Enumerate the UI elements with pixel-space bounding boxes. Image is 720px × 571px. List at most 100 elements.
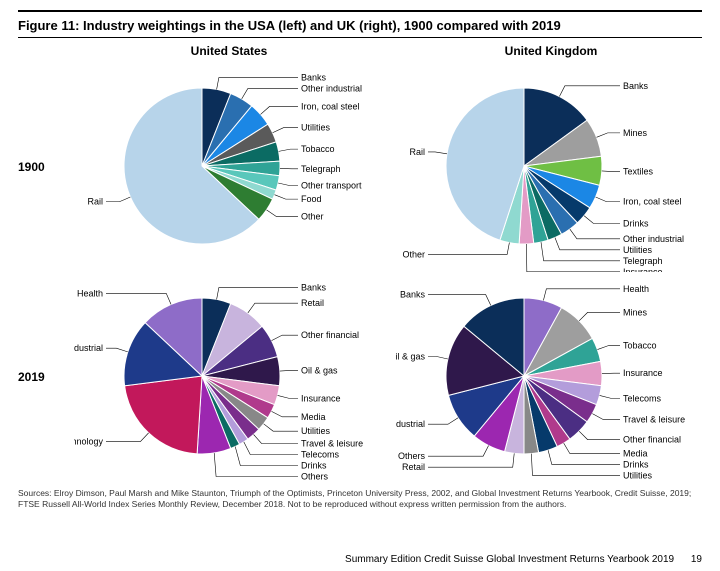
slice-label: Tobacco	[301, 144, 335, 154]
slice-label: Media	[623, 448, 648, 458]
leader-line	[271, 335, 298, 340]
leader-line	[526, 244, 620, 272]
leader-line	[428, 418, 458, 424]
slice-label: Travel & leisure	[301, 439, 363, 449]
leader-line	[559, 86, 620, 97]
slice-label: Other industrial	[74, 343, 103, 353]
pie-us-1900: BanksOther industrial Iron, coal steel Uti…	[74, 62, 384, 272]
leader-line	[242, 89, 298, 99]
leader-line	[579, 431, 620, 439]
slice-label: Mines	[623, 128, 648, 138]
slice-label: Mines	[623, 307, 648, 317]
leader-line	[273, 128, 298, 133]
sources-text: Sources: Elroy Dimson, Paul Marsh and Mi…	[18, 488, 702, 509]
leader-line	[275, 195, 298, 199]
leader-line	[278, 395, 298, 398]
leader-line	[428, 152, 447, 154]
leader-line	[264, 424, 298, 431]
slice-label: Health	[77, 288, 103, 298]
leader-line	[106, 348, 128, 352]
leader-line	[428, 356, 448, 359]
leader-line	[579, 312, 620, 320]
col-header-us: United States	[74, 44, 384, 62]
slice-label: Technology	[74, 437, 103, 447]
pie-uk-1900: BanksMinesTextilesIron, coal steelDrinks…	[396, 62, 706, 272]
leader-line	[254, 435, 298, 444]
leader-line	[217, 78, 298, 90]
leader-line	[214, 453, 298, 476]
leader-line	[584, 216, 620, 224]
slice-label: Telecoms	[301, 450, 340, 460]
pie-us-2019: BanksRetailOther financialOil & gasInsur…	[74, 272, 384, 482]
slice-label: Textiles	[623, 167, 654, 177]
slice-label: Other industrial	[396, 419, 425, 429]
leader-line	[106, 293, 171, 304]
leader-line	[235, 447, 298, 466]
grid-spacer	[18, 44, 62, 62]
slice-label: Rail	[87, 197, 103, 207]
figure-page: Figure 11: Industry weightings in the US…	[0, 0, 720, 571]
leader-line	[278, 183, 298, 186]
slice-label: Other industrial	[301, 84, 362, 94]
slice-label: Drinks	[623, 459, 649, 469]
slice-label: Utilities	[623, 470, 653, 480]
slice-label: Others	[301, 472, 329, 482]
slice-label: Rail	[409, 147, 425, 157]
leader-line	[279, 149, 298, 151]
title-underline	[18, 37, 702, 38]
leader-line	[596, 197, 620, 202]
leader-line	[543, 289, 620, 301]
col-header-uk: United Kingdom	[396, 44, 706, 62]
leader-line	[564, 443, 620, 453]
slice-label: Tobacco	[623, 341, 657, 351]
slice-label: Food	[301, 194, 322, 204]
slice-label: Insurance	[301, 393, 341, 403]
slice-label: Oil & gas	[301, 365, 338, 375]
slice-label: Drinks	[301, 461, 327, 471]
leader-line	[570, 229, 620, 239]
top-rule	[18, 10, 702, 12]
leader-line	[106, 433, 149, 442]
leader-line	[217, 288, 298, 300]
slice-label: Banks	[623, 81, 649, 91]
slice-label: Banks	[400, 290, 426, 300]
row-label-1900: 1900	[18, 160, 62, 174]
slice-label: Utilities	[301, 426, 331, 436]
leader-line	[428, 243, 509, 255]
leader-line	[248, 303, 298, 313]
slice-label: Health	[623, 284, 649, 294]
leader-line	[541, 242, 620, 261]
slice-label: Other industrial	[623, 234, 684, 244]
row-label-2019: 2019	[18, 370, 62, 384]
slice-label: Utilities	[623, 245, 653, 255]
slice-label: Other	[402, 249, 425, 259]
slice-label: Banks	[301, 283, 327, 293]
slice-label: Other	[301, 212, 324, 222]
slice-label: Utilities	[301, 123, 331, 133]
slice-label: Other financial	[623, 435, 681, 445]
pie-slice	[125, 376, 202, 454]
leader-line	[555, 238, 620, 250]
leader-line	[280, 370, 298, 371]
slice-label: Telegraph	[301, 164, 341, 174]
slice-label: Insurance	[623, 368, 663, 378]
slice-label: Media	[301, 412, 326, 422]
slice-label: Retail	[402, 462, 425, 472]
slice-label: Others	[398, 451, 426, 461]
chart-grid: United States United Kingdom 1900 BanksO…	[18, 44, 702, 482]
slice-label: Drinks	[623, 218, 649, 228]
slice-label: Iron, coal steel	[301, 101, 360, 111]
pie-uk-2019: Health Mines Tobacco Insurance Telecoms Trave…	[396, 272, 706, 482]
leader-line	[267, 210, 298, 217]
slice-label: Banks	[301, 73, 327, 83]
slice-label: Retail	[301, 298, 324, 308]
leader-line	[106, 197, 130, 202]
slice-label: Telecoms	[623, 393, 662, 403]
leader-line	[602, 171, 620, 172]
leader-line	[271, 411, 298, 416]
slice-label: Travel & leisure	[623, 414, 685, 424]
leader-line	[261, 106, 298, 114]
slice-label: Oil & gas	[396, 351, 425, 361]
leader-line	[428, 445, 489, 456]
figure-title: Figure 11: Industry weightings in the US…	[18, 18, 702, 33]
